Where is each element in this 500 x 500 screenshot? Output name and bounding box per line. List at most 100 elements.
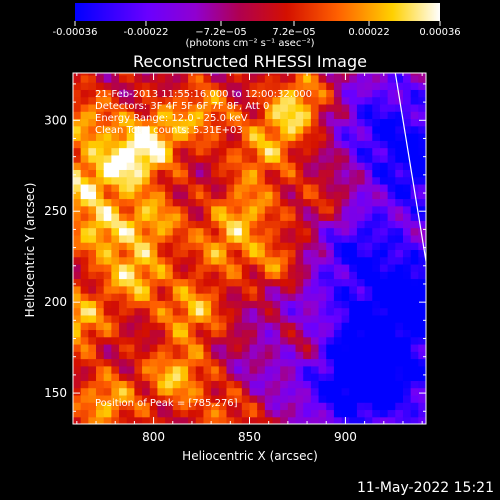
heatmap-cell	[157, 358, 166, 367]
heatmap-cell	[295, 147, 304, 156]
heatmap-cell	[257, 111, 266, 120]
heatmap-cell	[341, 133, 350, 141]
heatmap-cell	[326, 73, 335, 76]
heatmap-cell	[364, 213, 373, 221]
heatmap-cell	[249, 365, 258, 374]
heatmap-cell	[195, 358, 205, 367]
heatmap-cell	[418, 154, 426, 163]
heatmap-cell	[96, 213, 105, 221]
heatmap-cell	[295, 322, 304, 331]
heatmap-cell	[249, 380, 258, 389]
heatmap-cell	[402, 365, 412, 374]
heatmap-cell	[134, 234, 143, 243]
heatmap-cell	[211, 220, 220, 229]
heatmap-cell	[119, 154, 128, 163]
heatmap-cell	[387, 402, 396, 411]
heatmap-cell	[96, 314, 105, 323]
heatmap-cell	[272, 373, 281, 381]
heatmap-cell	[349, 336, 358, 345]
heatmap-cell	[264, 416, 274, 424]
heatmap-cell	[241, 336, 251, 345]
heatmap-cell	[226, 176, 235, 185]
heatmap-cell	[157, 82, 166, 90]
heatmap-cell	[379, 82, 389, 90]
chart-title: Reconstructed RHESSI Image	[133, 52, 367, 71]
heatmap-cell	[272, 394, 281, 403]
heatmap-cell	[287, 74, 297, 83]
heatmap-cell	[418, 220, 426, 229]
heatmap-cell	[180, 293, 189, 301]
heatmap-cell	[73, 96, 82, 105]
heatmap-cell	[395, 234, 404, 243]
heatmap-cell	[142, 133, 151, 141]
heatmap-cell	[203, 118, 212, 127]
heatmap-cell	[180, 147, 189, 156]
heatmap-cell	[402, 234, 412, 243]
heatmap-cell	[103, 191, 112, 200]
heatmap-cell	[203, 73, 212, 76]
heatmap-cell	[241, 125, 251, 134]
heatmap-cell	[341, 336, 350, 345]
heatmap-cell	[111, 343, 120, 352]
heatmap-cell	[195, 111, 205, 120]
heatmap-cell	[280, 96, 289, 105]
heatmap-cell	[111, 358, 120, 367]
heatmap-cell	[203, 322, 212, 331]
heatmap-cell	[410, 343, 419, 352]
heatmap-cell	[73, 358, 82, 367]
heatmap-cell	[234, 154, 243, 163]
heatmap-cell	[356, 96, 366, 105]
heatmap-cell	[234, 293, 243, 301]
heatmap-cell	[349, 125, 358, 134]
heatmap-cell	[180, 402, 189, 411]
heatmap-cell	[287, 380, 297, 389]
heatmap-cell	[264, 365, 274, 374]
heatmap-cell	[195, 380, 205, 389]
heatmap-cell	[80, 365, 89, 374]
heatmap-cell	[226, 387, 235, 396]
heatmap-cell	[126, 387, 135, 396]
heatmap-cell	[257, 125, 266, 134]
heatmap-cell	[295, 365, 304, 374]
heatmap-cell	[111, 118, 120, 127]
heatmap-cell	[195, 82, 205, 90]
heatmap-cell	[257, 183, 266, 192]
heatmap-cell	[203, 213, 212, 221]
heatmap-cell	[126, 358, 135, 367]
heatmap-cell	[287, 278, 297, 287]
heatmap-cell	[172, 183, 182, 192]
heatmap-cell	[142, 343, 151, 352]
heatmap-cell	[165, 242, 174, 250]
y-tick-label: 150	[44, 386, 67, 400]
heatmap-cell	[356, 74, 366, 83]
heatmap-cell	[234, 373, 243, 381]
heatmap-cell	[188, 278, 197, 287]
heatmap-cell	[318, 183, 327, 192]
heatmap-cell	[165, 285, 174, 294]
heatmap-cell	[234, 343, 243, 352]
heatmap-cell	[211, 271, 220, 280]
heatmap-cell	[341, 118, 350, 127]
heatmap-cell	[195, 176, 205, 185]
heatmap-cell	[80, 220, 89, 229]
heatmap-cell	[96, 416, 105, 424]
heatmap-cell	[157, 343, 166, 352]
heatmap-cell	[218, 300, 228, 309]
heatmap-cell	[341, 125, 350, 134]
heatmap-cell	[303, 140, 312, 149]
heatmap-cell	[257, 300, 266, 309]
heatmap-cell	[341, 300, 350, 309]
heatmap-cell	[280, 285, 289, 294]
heatmap-cell	[356, 278, 366, 287]
heatmap-cell	[333, 242, 343, 250]
heatmap-cell	[257, 365, 266, 374]
heatmap-cell	[142, 365, 151, 374]
heatmap-cell	[356, 263, 366, 272]
heatmap-cell	[126, 293, 135, 301]
heatmap-cell	[372, 133, 381, 141]
heatmap-cell	[80, 213, 89, 221]
heatmap-cell	[172, 74, 182, 83]
heatmap-cell	[387, 285, 396, 294]
heatmap-cell	[165, 198, 174, 207]
heatmap-cell	[134, 351, 143, 360]
